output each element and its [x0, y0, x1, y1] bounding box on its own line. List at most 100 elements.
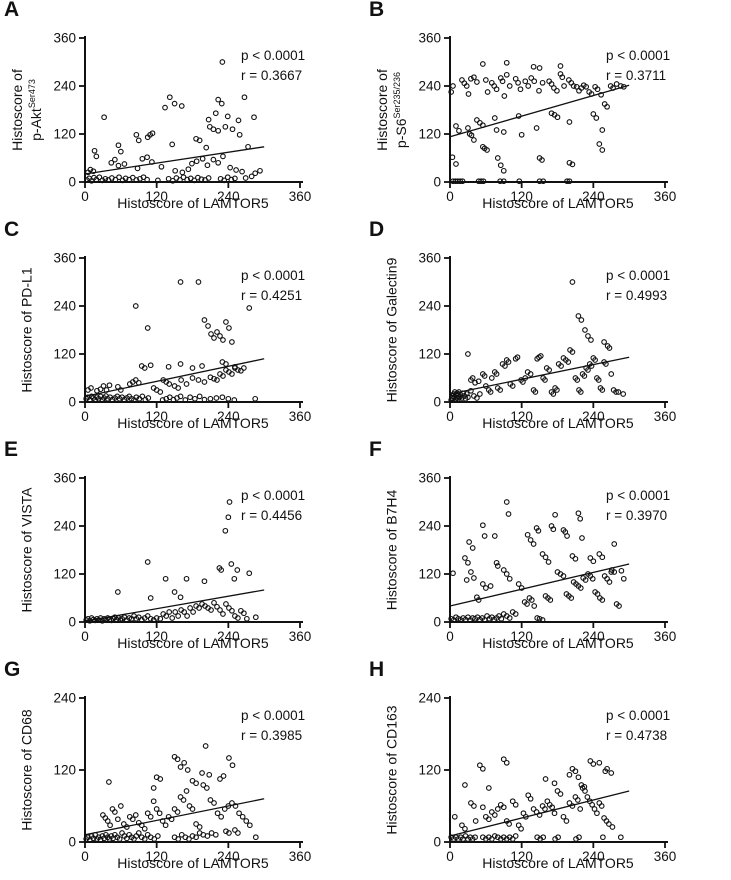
- data-point: [457, 178, 464, 185]
- data-point: [181, 759, 187, 766]
- x-tick-label: 240: [217, 849, 240, 864]
- data-point: [468, 75, 474, 82]
- data-point: [594, 810, 600, 817]
- data-point: [604, 103, 610, 110]
- data-point: [482, 77, 489, 83]
- x-tick-label: 240: [217, 409, 240, 424]
- r-value-text: r = 0.3667: [241, 68, 303, 83]
- data-point: [474, 395, 480, 401]
- data-point: [207, 395, 214, 402]
- data-point: [212, 831, 219, 838]
- data-point: [235, 367, 241, 373]
- data-point: [497, 387, 504, 393]
- data-point: [479, 122, 486, 129]
- data-point: [228, 176, 235, 183]
- panel-letter-e: E: [4, 438, 19, 461]
- data-point: [177, 794, 184, 800]
- data-point: [205, 116, 212, 123]
- data-point: [472, 818, 479, 824]
- panel-letter-f: F: [369, 438, 382, 461]
- y-tick-label: 360: [53, 31, 76, 46]
- data-point: [503, 59, 510, 66]
- data-point: [229, 126, 236, 133]
- data-point: [174, 809, 181, 815]
- data-point: [450, 570, 456, 577]
- data-point: [546, 367, 552, 373]
- data-point: [608, 770, 615, 776]
- data-point: [210, 156, 217, 163]
- data-point: [491, 833, 498, 839]
- data-point: [144, 613, 151, 619]
- data-point: [169, 615, 176, 621]
- p-value-text: p < 0.0001: [241, 708, 306, 723]
- data-point: [252, 834, 259, 841]
- data-point: [596, 141, 603, 147]
- scatter-plot-e: 0 120 240 360 0 120 240 360: [53, 471, 311, 645]
- data-point: [178, 103, 185, 109]
- data-point: [522, 375, 529, 381]
- data-point: [236, 131, 243, 138]
- data-point: [577, 585, 584, 591]
- data-point: [594, 591, 601, 597]
- data-point: [103, 387, 110, 393]
- data-point: [166, 381, 173, 387]
- data-point: [520, 379, 526, 385]
- data-point: [535, 527, 542, 534]
- data-point: [551, 810, 558, 817]
- data-point: [557, 791, 564, 797]
- data-point: [203, 144, 210, 151]
- data-point: [471, 74, 477, 81]
- data-point: [506, 615, 513, 621]
- data-point: [171, 100, 178, 107]
- data-point: [225, 395, 232, 402]
- data-point: [579, 535, 585, 541]
- data-point: [236, 810, 242, 817]
- data-point: [123, 824, 130, 830]
- r-value-text: r = 0.4456: [241, 508, 303, 523]
- data-point: [96, 174, 103, 181]
- y-tick-label: 240: [418, 691, 441, 706]
- y-tick-label: 120: [418, 127, 441, 142]
- data-point: [551, 85, 557, 91]
- panel-letter-b: B: [369, 0, 385, 21]
- data-point: [469, 545, 476, 551]
- data-point: [620, 391, 627, 397]
- data-point: [114, 383, 121, 390]
- data-point: [577, 806, 584, 812]
- data-point: [157, 389, 164, 395]
- x-axis-label: Histoscore of LAMTOR5: [117, 635, 269, 651]
- data-point: [195, 377, 202, 383]
- data-point: [561, 83, 567, 89]
- data-point: [587, 758, 594, 764]
- data-point: [239, 168, 245, 175]
- data-point: [171, 806, 178, 812]
- data-point: [135, 830, 142, 836]
- y-tick-label: 0: [68, 615, 76, 630]
- data-point: [569, 349, 576, 355]
- data-point: [182, 397, 189, 403]
- data-point: [117, 387, 124, 393]
- data-point: [225, 803, 232, 809]
- data-point: [234, 567, 241, 573]
- data-point: [475, 597, 482, 603]
- y-axis-label: Histoscore of p-S6Ser235/236: [374, 69, 409, 151]
- data-point: [120, 821, 127, 827]
- data-point: [184, 767, 191, 773]
- x-tick-label: 0: [81, 629, 89, 644]
- data-point: [204, 833, 211, 839]
- data-point: [575, 510, 582, 517]
- data-point: [582, 327, 588, 333]
- data-point: [509, 383, 516, 389]
- data-point: [494, 806, 501, 812]
- x-tick-label: 240: [582, 409, 605, 424]
- r-value-text: r = 0.3711: [606, 68, 667, 83]
- data-point: [238, 367, 244, 374]
- y-axis-label: Histoscore of p-AktSer473: [9, 69, 44, 151]
- data-point: [516, 178, 523, 185]
- data-point: [501, 93, 508, 99]
- y-tick-label: 240: [53, 519, 76, 534]
- y-axis-label: Histoscore of Galectin9: [383, 257, 400, 403]
- data-point: [101, 114, 107, 121]
- data-point: [585, 367, 591, 373]
- scatter-plot-b: 0 120 240 360 0 120 240 360: [418, 31, 676, 205]
